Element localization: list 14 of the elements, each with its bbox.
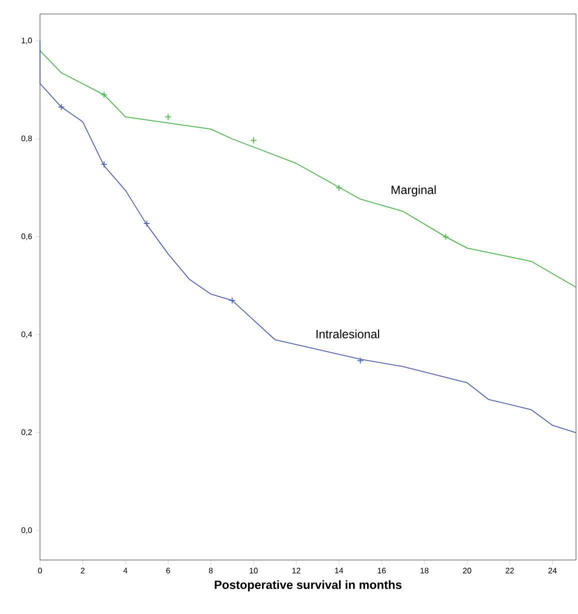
point [356, 357, 364, 364]
point [250, 136, 257, 144]
point [100, 91, 108, 98]
point [58, 104, 65, 110]
point [100, 160, 108, 168]
x-axis-title: Postoperative survival in months [214, 580, 402, 592]
series-label: Intralesional [316, 330, 380, 338]
point [442, 233, 450, 240]
point [164, 113, 172, 120]
point [228, 297, 236, 304]
series-label: Marginal [392, 185, 436, 196]
line-series [40, 40, 576, 434]
point [336, 184, 342, 192]
point [143, 220, 150, 228]
